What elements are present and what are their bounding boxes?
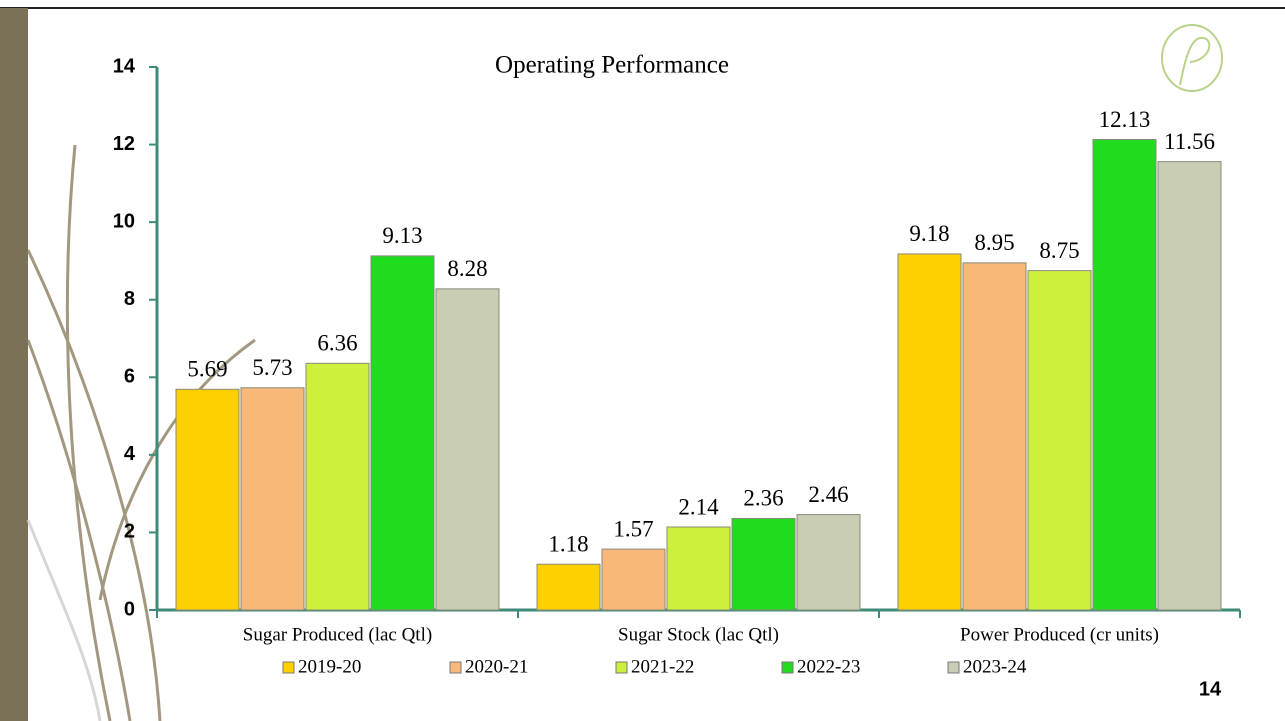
legend-swatch	[781, 661, 794, 674]
bar	[666, 526, 731, 611]
y-tick-label: 10	[113, 210, 135, 232]
value-label: 8.95	[974, 230, 1014, 255]
value-label: 1.18	[548, 532, 588, 557]
value-label: 8.28	[447, 256, 487, 281]
bar	[175, 388, 240, 611]
legend-swatch	[615, 661, 628, 674]
legend-label: 2019-20	[298, 656, 361, 677]
bar	[435, 288, 500, 611]
value-label: 5.69	[187, 357, 227, 382]
value-label: 2.46	[808, 482, 848, 507]
x-tick-label: Sugar Produced (lac Qtl)	[243, 624, 432, 645]
bar	[796, 514, 861, 611]
bar	[1157, 161, 1222, 611]
bar	[1027, 270, 1092, 611]
value-label: 8.75	[1039, 238, 1079, 263]
x-tick-label: Power Produced (cr units)	[960, 624, 1159, 645]
logo	[1161, 24, 1223, 92]
value-label: 6.36	[317, 331, 357, 356]
chart-title: Operating Performance	[495, 52, 729, 79]
bar	[962, 262, 1027, 611]
decoration	[26, 144, 256, 721]
y-tick-label: 4	[124, 443, 136, 465]
legend-label: 2021-22	[631, 656, 694, 677]
value-label: 11.56	[1164, 129, 1215, 154]
value-label: 1.57	[613, 516, 653, 541]
legend-swatch	[947, 661, 960, 674]
legend-label: 2023-24	[963, 656, 1027, 677]
y-tick-label: 12	[113, 133, 135, 155]
value-label: 5.73	[252, 355, 292, 380]
value-label: 2.36	[743, 486, 783, 511]
bar	[240, 387, 305, 611]
bar	[305, 362, 370, 611]
bar	[897, 253, 962, 611]
bar	[731, 517, 796, 611]
side-strip	[0, 8, 28, 721]
value-label: 2.14	[678, 494, 719, 519]
y-tick-label: 0	[124, 598, 135, 620]
value-label: 9.13	[382, 223, 422, 248]
y-tick-label: 14	[113, 55, 136, 77]
x-tick-label: Sugar Stock (lac Qtl)	[618, 624, 779, 645]
y-tick-label: 6	[124, 366, 135, 388]
legend-label: 2020-21	[465, 656, 528, 677]
value-label: 9.18	[909, 221, 949, 246]
value-label: 12.13	[1099, 107, 1151, 132]
bar	[536, 563, 601, 611]
legend-label: 2022-23	[797, 656, 860, 677]
legend-swatch	[449, 661, 462, 674]
bar	[370, 255, 435, 611]
y-tick-label: 8	[124, 288, 135, 310]
page-number: 14	[1199, 678, 1222, 700]
legend-swatch	[282, 661, 295, 674]
bar	[601, 548, 666, 611]
bar	[1092, 139, 1157, 611]
y-tick-label: 2	[124, 521, 135, 543]
